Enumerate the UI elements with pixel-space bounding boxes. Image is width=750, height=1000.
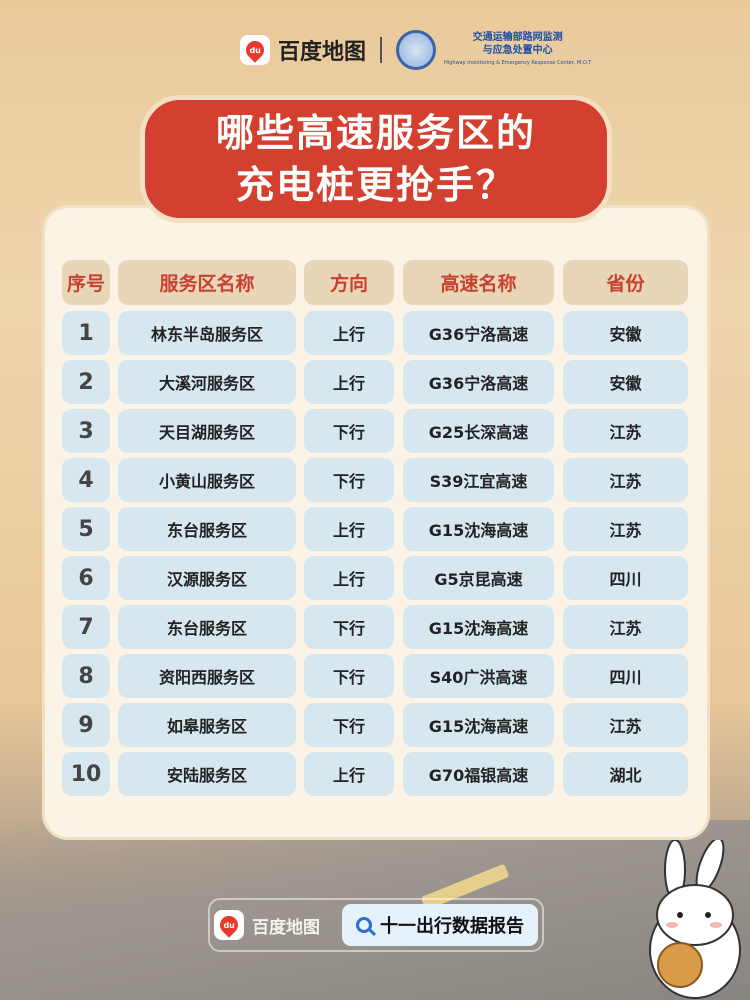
header-direction: 方向 bbox=[304, 260, 394, 305]
page-title: 哪些高速服务区的 充电桩更抢手？ bbox=[215, 111, 536, 207]
cell-province: 四川 bbox=[563, 556, 688, 600]
report-search-button[interactable]: 十一出行数据报告 bbox=[342, 904, 538, 946]
cell-direction: 下行 bbox=[304, 605, 394, 649]
cell-direction: 下行 bbox=[304, 458, 394, 502]
cell-service-area: 汉源服务区 bbox=[118, 556, 296, 600]
cell-service-area: 东台服务区 bbox=[118, 507, 296, 551]
baidu-map-app-icon: du bbox=[240, 35, 270, 65]
header-service-area: 服务区名称 bbox=[118, 260, 296, 305]
cell-highway: S40广洪高速 bbox=[403, 654, 554, 698]
cell-index: 2 bbox=[62, 360, 110, 404]
cell-highway: G70福银高速 bbox=[403, 752, 554, 796]
cell-province: 江苏 bbox=[563, 409, 688, 453]
cell-direction: 下行 bbox=[304, 654, 394, 698]
cell-service-area: 如皋服务区 bbox=[118, 703, 296, 747]
title-banner: 哪些高速服务区的 充电桩更抢手？ bbox=[140, 95, 612, 223]
rabbit-illustration bbox=[649, 840, 741, 999]
cell-service-area: 大溪河服务区 bbox=[118, 360, 296, 404]
cell-province: 安徽 bbox=[563, 311, 688, 355]
cell-highway: S39江宜高速 bbox=[403, 458, 554, 502]
top-logos: du 百度地图 交通运输部路网监测 与应急处置中心 Highway monitor… bbox=[240, 30, 591, 70]
cell-highway: G15沈海高速 bbox=[403, 507, 554, 551]
cell-province: 江苏 bbox=[563, 507, 688, 551]
cell-direction: 上行 bbox=[304, 311, 394, 355]
cell-service-area: 小黄山服务区 bbox=[118, 458, 296, 502]
footer-bar: du 百度地图 十一出行数据报告 bbox=[208, 898, 544, 952]
cell-service-area: 林东半岛服务区 bbox=[118, 311, 296, 355]
cell-highway: G15沈海高速 bbox=[403, 605, 554, 649]
cell-direction: 上行 bbox=[304, 556, 394, 600]
header-province: 省份 bbox=[563, 260, 688, 305]
cell-highway: G5京昆高速 bbox=[403, 556, 554, 600]
cell-direction: 上行 bbox=[304, 507, 394, 551]
cell-index: 7 bbox=[62, 605, 110, 649]
cell-index: 10 bbox=[62, 752, 110, 796]
cell-highway: G36宁洛高速 bbox=[403, 360, 554, 404]
header-index: 序号 bbox=[62, 260, 110, 305]
org-seal-icon bbox=[396, 30, 437, 70]
brand-name: 百度地图 bbox=[278, 40, 367, 65]
cell-province: 江苏 bbox=[563, 458, 688, 502]
cell-province: 江苏 bbox=[563, 703, 688, 747]
cell-highway: G15沈海高速 bbox=[403, 703, 554, 747]
report-label: 十一出行数据报告 bbox=[380, 916, 524, 937]
cell-index: 8 bbox=[62, 654, 110, 698]
header-highway: 高速名称 bbox=[403, 260, 554, 305]
baidu-map-app-icon: du bbox=[214, 910, 244, 940]
cell-province: 四川 bbox=[563, 654, 688, 698]
cell-direction: 下行 bbox=[304, 703, 394, 747]
cell-direction: 上行 bbox=[304, 752, 394, 796]
cell-service-area: 安陆服务区 bbox=[118, 752, 296, 796]
cell-index: 6 bbox=[62, 556, 110, 600]
cell-highway: G36宁洛高速 bbox=[403, 311, 554, 355]
cell-province: 安徽 bbox=[563, 360, 688, 404]
footer-brand: 百度地图 bbox=[252, 917, 320, 938]
cell-service-area: 东台服务区 bbox=[118, 605, 296, 649]
cell-index: 4 bbox=[62, 458, 110, 502]
cell-direction: 上行 bbox=[304, 360, 394, 404]
cell-service-area: 天目湖服务区 bbox=[118, 409, 296, 453]
cell-direction: 下行 bbox=[304, 409, 394, 453]
cell-province: 湖北 bbox=[563, 752, 688, 796]
org-name: 交通运输部路网监测 与应急处置中心 Highway monitoring & Em… bbox=[444, 31, 592, 66]
cell-service-area: 资阳西服务区 bbox=[118, 654, 296, 698]
cell-index: 1 bbox=[62, 311, 110, 355]
cell-index: 5 bbox=[62, 507, 110, 551]
cell-index: 3 bbox=[62, 409, 110, 453]
divider bbox=[380, 37, 383, 63]
cell-province: 江苏 bbox=[563, 605, 688, 649]
cell-highway: G25长深高速 bbox=[403, 409, 554, 453]
cell-index: 9 bbox=[62, 703, 110, 747]
search-icon bbox=[356, 917, 372, 933]
